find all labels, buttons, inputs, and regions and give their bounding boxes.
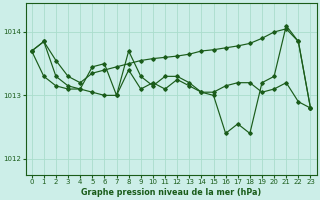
X-axis label: Graphe pression niveau de la mer (hPa): Graphe pression niveau de la mer (hPa)	[81, 188, 261, 197]
